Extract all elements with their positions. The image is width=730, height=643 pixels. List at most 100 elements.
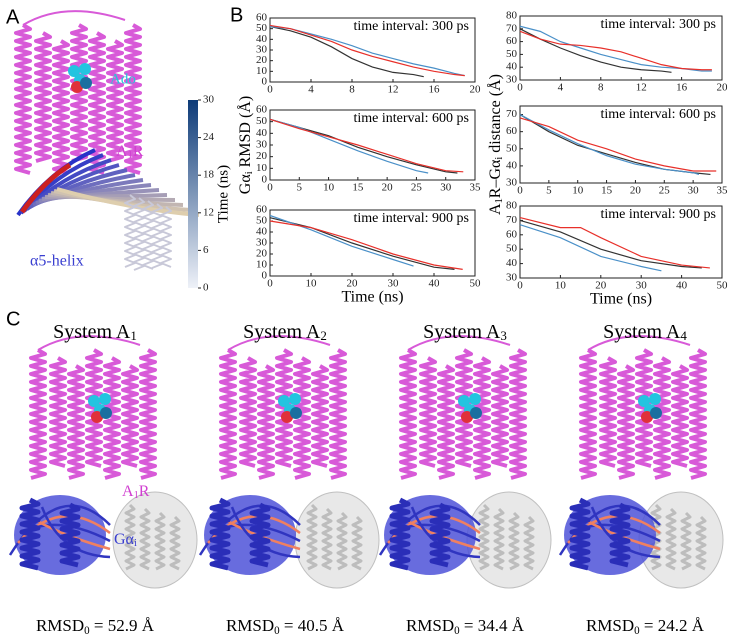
data-line	[269, 25, 424, 78]
data-line	[269, 220, 463, 270]
y-axis-label-part: R–Gα	[487, 159, 504, 198]
loop	[22, 10, 126, 26]
y-tick-label: 60	[256, 12, 268, 24]
ligand-atom	[641, 411, 653, 423]
helix	[491, 364, 509, 468]
x-tick-label: 15	[352, 182, 364, 194]
helix	[351, 515, 363, 571]
y-axis-label-part: Gα	[237, 174, 254, 195]
helix	[493, 507, 505, 571]
colorbar-tick-label: 24	[203, 131, 215, 143]
y-tick-label: 40	[506, 61, 518, 73]
x-tick-label: 25	[411, 182, 423, 194]
annotation: time interval: 900 ps	[601, 207, 716, 222]
system-label-part: 1	[130, 328, 137, 343]
helix	[311, 364, 329, 468]
ligand-atom	[649, 393, 661, 405]
y-axis-label: A1R–Gαi distance (Å)	[486, 74, 506, 215]
helix	[88, 31, 106, 175]
loop	[227, 335, 331, 351]
y-tick-label: 60	[506, 125, 518, 137]
y-tick-label: 10	[256, 162, 268, 174]
x-tick-label: 0	[267, 84, 273, 96]
rmsd-label-part: RMSD	[586, 616, 634, 635]
helix	[85, 348, 103, 468]
y-tick-label: 50	[256, 215, 268, 227]
x-tick-label: 0	[267, 182, 273, 194]
x-tick-label: 10	[323, 182, 335, 194]
rmsd-label: RMSD0 = 52.9 Å	[36, 616, 155, 637]
helix	[249, 502, 271, 568]
x-tick-label: 0	[267, 278, 273, 290]
annotation: time interval: 600 ps	[354, 111, 469, 126]
y-tick-label: 70	[506, 108, 518, 120]
y-tick-label: 70	[506, 214, 518, 226]
system-label-part: System A	[243, 321, 321, 343]
helix	[695, 515, 707, 571]
ligand-atom	[91, 411, 103, 423]
system-label: System A4	[603, 321, 687, 343]
data-line	[269, 24, 465, 77]
y-tick-label: 20	[256, 54, 268, 66]
data-line	[269, 25, 465, 77]
annotation: time interval: 600 ps	[601, 107, 716, 122]
y-tick-label: 60	[506, 35, 518, 47]
ligand-atom	[290, 407, 302, 419]
helix	[209, 497, 231, 571]
x-tick-label: 40	[676, 280, 688, 292]
annotation: time interval: 900 ps	[354, 211, 469, 226]
y-tick-label: 30	[256, 237, 268, 249]
y-axis-label-part: RMSD (Å)	[236, 96, 254, 172]
data-line	[519, 216, 710, 269]
helix	[70, 23, 88, 163]
rmsd-label-part: 0	[634, 625, 640, 637]
gray-domain	[294, 491, 380, 589]
receptor-label-part: 1	[128, 150, 133, 161]
helix	[67, 364, 85, 480]
helix	[59, 502, 81, 568]
helix	[219, 348, 237, 480]
ligand-atom	[99, 393, 111, 405]
data-line	[519, 25, 712, 72]
ligand-atom	[469, 393, 481, 405]
molecule-art	[8, 10, 724, 589]
y-tick-label: 60	[506, 228, 518, 240]
y-tick-label: 40	[256, 127, 268, 139]
y-tick-label: 0	[262, 270, 268, 282]
receptor-label: A1R	[122, 483, 150, 502]
colorbar-tick-label: 30	[203, 94, 215, 106]
colorbar-label: Time (ns)	[215, 165, 231, 223]
y-tick-label: 30	[506, 272, 518, 284]
x-tick-label: 35	[470, 182, 482, 194]
colorbar-tick-label: 18	[203, 169, 215, 181]
rmsd-label-part: = 34.4 Å	[460, 616, 525, 635]
receptor-label-part: A	[116, 143, 128, 160]
colorbar	[188, 100, 198, 288]
helix	[160, 206, 172, 268]
x-tick-label: 35	[717, 185, 729, 197]
gprotein-label-part: i	[134, 538, 137, 549]
x-tick-label: 10	[555, 280, 567, 292]
y-tick-label: 10	[256, 65, 268, 77]
annotation: time interval: 300 ps	[601, 17, 716, 32]
helix	[329, 348, 347, 480]
y-tick-label: 60	[256, 104, 268, 116]
colorbar-tick-label: 12	[203, 206, 214, 218]
receptor-label-part: 1	[134, 490, 139, 501]
helix	[139, 348, 157, 480]
helix	[508, 511, 520, 571]
helix	[14, 23, 32, 175]
helix	[52, 39, 70, 175]
helix	[124, 503, 136, 571]
data-line	[519, 117, 717, 172]
ligand-atom	[80, 77, 92, 89]
x-tick-label: 16	[676, 82, 688, 94]
x-axis-label: Time (ns)	[341, 289, 403, 306]
helix	[169, 515, 181, 571]
trajectory	[56, 187, 200, 217]
x-tick-label: 30	[636, 280, 648, 292]
helix	[653, 356, 671, 480]
x-tick-label: 20	[630, 185, 642, 197]
x-tick-label: 30	[440, 182, 452, 194]
